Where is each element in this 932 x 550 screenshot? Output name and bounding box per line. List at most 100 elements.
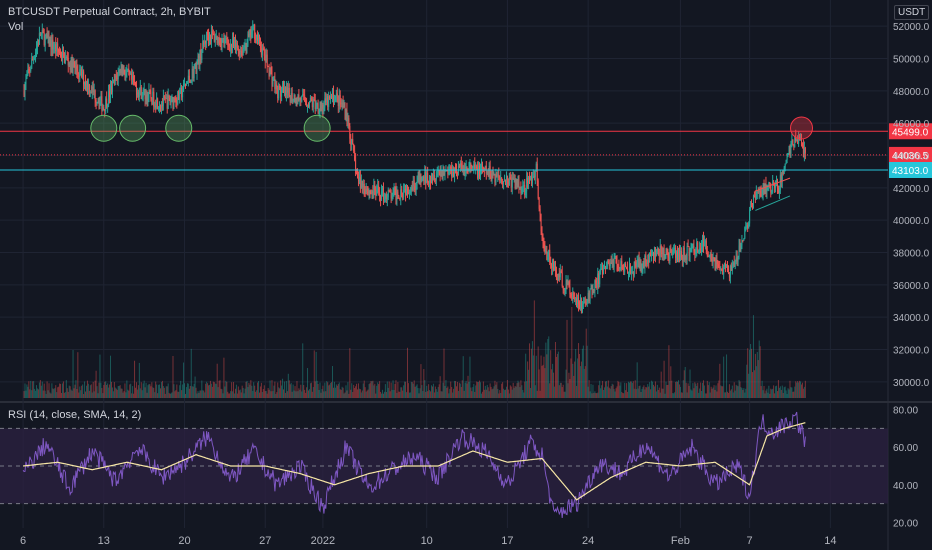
candle-body [434,180,436,182]
rsi-legend[interactable]: RSI (14, close, SMA, 14, 2) [8,409,142,421]
candle-body [722,270,724,275]
volume-bar [342,387,344,398]
volume-bar [461,380,463,398]
candle-body [207,32,209,35]
candle-body [206,32,208,44]
volume-bar [123,391,125,398]
candle-body [230,44,232,51]
candle-body [793,144,795,147]
candle-body [339,95,341,104]
candle-body [245,45,247,50]
volume-bar [497,388,499,398]
volume-bar [329,384,331,398]
volume-bar [537,346,539,398]
candle-body [728,272,730,278]
candle-body [764,183,766,194]
volume-bar [196,393,198,398]
volume-bar [73,388,75,398]
candle-body [152,91,154,105]
volume-bar [454,380,456,398]
candle-body [200,49,202,60]
candle-body [614,255,616,259]
candle-body [57,43,59,50]
volume-bar [183,362,185,398]
candle-body [599,271,601,285]
price-tick-label: 36000.0 [893,281,930,292]
candle-body [411,187,413,190]
volume-bar [439,376,441,398]
volume-bar [506,380,508,398]
candle-body [136,92,138,95]
volume-bar [322,385,324,398]
candle-body [766,186,768,193]
volume-bar [247,387,249,398]
volume-bar [583,368,585,398]
volume-bar [585,328,587,398]
candle-body [677,249,679,261]
volume-bar [634,380,636,398]
volume-bar [189,385,191,398]
volume-bar [600,388,602,398]
volume-bar [781,385,783,398]
candle-body [288,87,290,96]
volume-bar [427,391,429,398]
volume-legend[interactable]: Vol [8,21,24,33]
volume-bar [577,358,579,398]
candle-body [569,286,571,295]
volume-bar [59,383,61,398]
volume-bar [390,382,392,398]
volume-bar [415,385,417,398]
symbol-legend[interactable]: BTCUSDT Perpetual Contract, 2h, BYBIT [8,6,211,18]
volume-bar [328,385,330,398]
candle-body [393,188,395,191]
volume-bar [435,389,437,398]
candle-body [637,258,639,263]
volume-bar [124,383,126,398]
drawing-annotations[interactable] [90,114,814,211]
volume-bar [599,380,601,398]
volume-bar [793,391,795,398]
candle-body [223,38,225,45]
volume-bar [761,380,763,398]
volume-bar [603,387,605,398]
volume-bar [721,386,723,398]
candle-body [324,98,326,108]
volume-bar [742,389,744,398]
candle-body [720,268,722,270]
volume-bar [218,380,220,398]
candle-body [61,56,63,59]
candle-body [533,176,535,178]
candle-body [633,262,635,276]
candle-body [190,79,192,83]
candle-body [786,154,788,161]
volume-bar [185,387,187,398]
volume-bar [116,389,118,398]
price-candles [23,20,806,314]
volume-bar [277,382,279,398]
volume-bar [331,382,333,398]
volume-bar [357,389,359,398]
volume-bar [487,387,489,398]
candle-body [783,167,785,174]
volume-bar [70,389,72,398]
volume-bar [148,383,150,398]
volume-bar [572,363,574,398]
candle-body [487,171,489,177]
volume-bar [767,392,769,398]
candle-body [196,62,198,74]
volume-bar [317,383,319,398]
candle-body [50,40,52,50]
volume-bar [411,382,413,398]
volume-bar [670,366,672,398]
candle-body [703,242,705,247]
candle-body [574,298,576,300]
currency-badge[interactable]: USDT [894,5,930,20]
candle-body [307,105,309,107]
volume-bar [50,393,52,398]
candle-body [420,174,422,182]
candle-body [667,251,669,258]
candle-body [611,260,613,264]
candle-body [406,185,408,195]
